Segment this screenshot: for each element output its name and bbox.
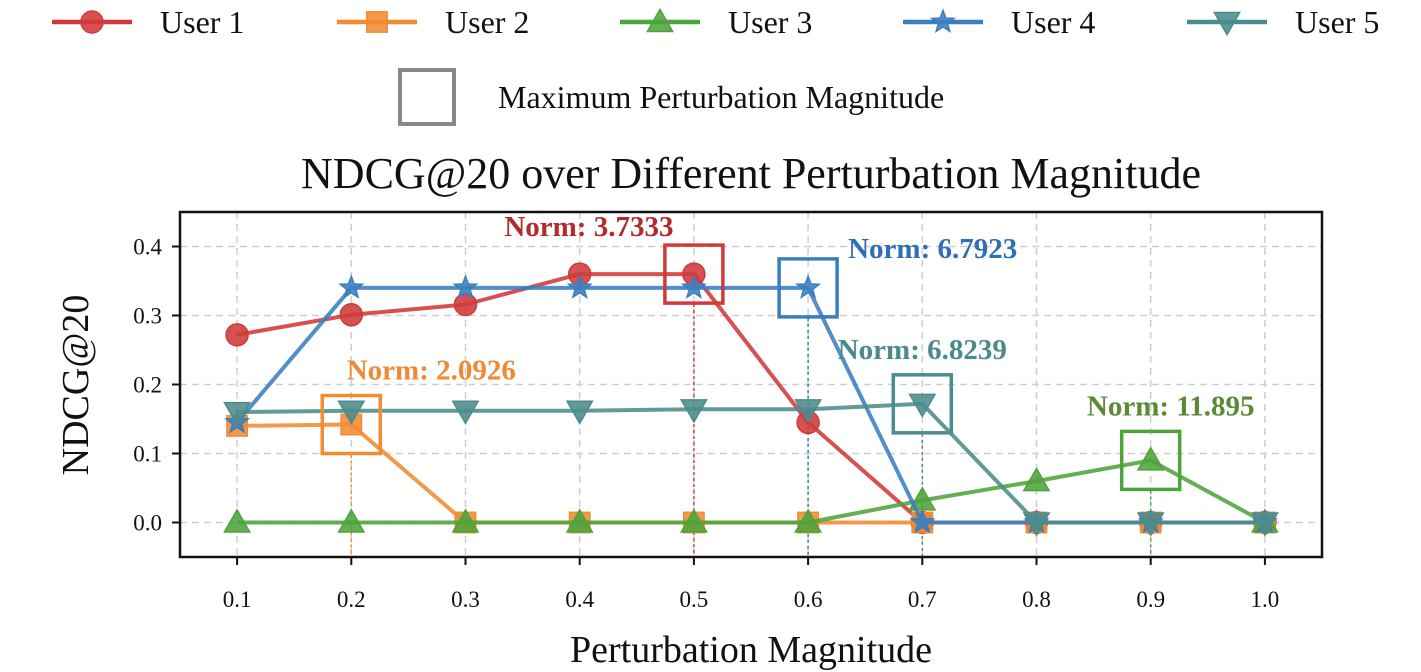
norm-annotation: Norm: 11.895 <box>1087 390 1255 422</box>
data-point <box>1250 512 1279 537</box>
x-tick-label: 0.9 <box>1136 587 1165 612</box>
legend-marker <box>80 10 104 34</box>
legend-item: User 3 <box>620 4 812 40</box>
norm-annotation: Norm: 6.8239 <box>838 334 1007 366</box>
norm-annotation: Norm: 3.7333 <box>504 211 673 243</box>
data-point <box>1136 446 1165 471</box>
data-point <box>679 399 708 424</box>
legend-label: User 2 <box>445 4 529 40</box>
chart-title: NDCG@20 over Different Perturbation Magn… <box>301 149 1201 198</box>
legend-item-max: Maximum Perturbation Magnitude <box>398 68 944 126</box>
series-line <box>237 422 1265 525</box>
y-tick-label: 0.3 <box>133 304 162 329</box>
data-point <box>565 400 594 425</box>
legend-marker <box>929 8 957 34</box>
data-point <box>680 274 707 299</box>
data-point <box>451 400 480 425</box>
x-tick-label: 0.4 <box>565 587 594 612</box>
y-axis-label: NDCG@20 <box>55 295 97 476</box>
x-axis-label: Perturbation Magnitude <box>570 629 932 671</box>
data-point <box>339 303 364 327</box>
x-tick-label: 0.5 <box>680 587 709 612</box>
x-tick-label: 0.6 <box>794 587 823 612</box>
series-user-2 <box>226 413 1276 534</box>
legend-item: User 5 <box>1187 4 1379 40</box>
annotations: Norm: 3.7333 Norm: 2.0926 Norm: 11.895 Norm… <box>347 211 1255 422</box>
max-box <box>320 393 383 456</box>
data-point <box>225 323 249 347</box>
x-tick-label: 0.7 <box>908 587 937 612</box>
legend-item: User 1 <box>52 4 244 40</box>
legend-label: User 5 <box>1295 4 1379 40</box>
x-tick-label: 1.0 <box>1251 587 1280 612</box>
data-point <box>223 401 252 427</box>
data-point <box>451 508 480 533</box>
data-point <box>794 508 823 533</box>
max-boxes <box>320 243 1182 492</box>
data-point <box>1022 512 1051 537</box>
data-point <box>908 393 937 418</box>
data-point <box>909 508 936 534</box>
series-user-3 <box>223 446 1279 533</box>
data-point <box>1022 466 1051 492</box>
data-point <box>566 274 593 299</box>
norm-annotation: Norm: 2.0926 <box>347 355 516 387</box>
y-tick-label: 0.2 <box>133 373 162 398</box>
legend-max-label: Maximum Perturbation Magnitude <box>498 79 944 115</box>
data-point <box>337 400 366 425</box>
max-box <box>777 257 839 319</box>
x-tick-label: 0.1 <box>223 587 252 612</box>
legend-item: User 4 <box>903 4 1095 40</box>
legend-item: User 2 <box>337 4 529 40</box>
series-line <box>237 458 1266 525</box>
legend-label: User 3 <box>728 4 812 40</box>
legend: User 1 User 2 User 3 User 4 User 5 Maximum Pe… <box>52 4 1379 126</box>
norm-annotation: Norm: 6.7923 <box>848 233 1017 265</box>
data-point <box>679 508 708 533</box>
legend-marker <box>646 7 674 33</box>
data-point <box>453 292 478 317</box>
data-point <box>452 274 479 299</box>
y-tick-label: 0.4 <box>133 235 162 260</box>
y-axis: 0.0 0.1 0.2 0.3 0.4 <box>133 235 180 536</box>
x-tick-label: 0.2 <box>337 587 366 612</box>
max-box <box>1119 429 1182 492</box>
x-tick-label: 0.8 <box>1022 587 1051 612</box>
data-point <box>565 508 594 533</box>
legend-label: User 1 <box>160 4 244 40</box>
y-tick-label: 0.1 <box>133 442 162 467</box>
x-axis: 0.1 0.2 0.3 0.4 0.5 0.6 0.7 0.8 0.9 1.0 <box>223 557 1280 612</box>
series-user-5 <box>223 393 1279 537</box>
legend-marker <box>1213 11 1241 37</box>
legend-label: User 4 <box>1011 4 1095 40</box>
data-point <box>794 399 823 424</box>
data-point <box>795 274 822 299</box>
data-point <box>338 274 365 299</box>
x-tick-label: 0.3 <box>451 587 480 612</box>
legend-max-box <box>398 68 456 126</box>
series-line <box>237 401 1265 525</box>
data-point <box>337 508 366 533</box>
max-box <box>663 243 725 305</box>
data-point <box>223 508 252 533</box>
data-point <box>1136 512 1165 537</box>
y-tick-label: 0.0 <box>133 511 162 536</box>
series-layer <box>223 262 1279 537</box>
max-box <box>891 373 954 435</box>
legend-marker <box>366 11 388 33</box>
